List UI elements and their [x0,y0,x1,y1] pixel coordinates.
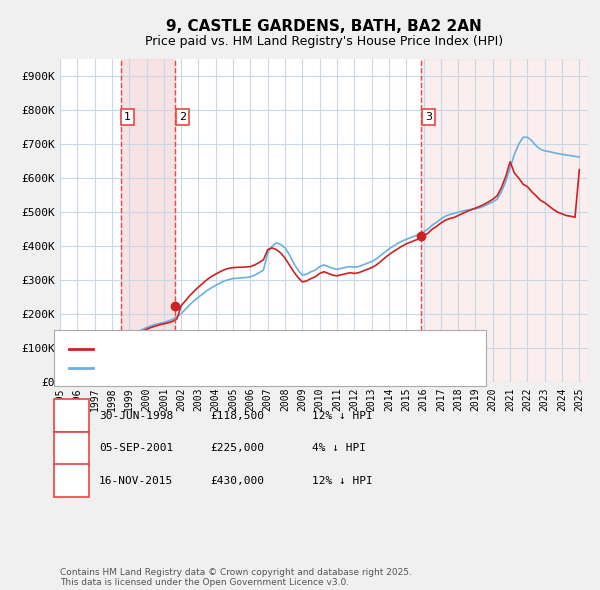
Text: Contains HM Land Registry data © Crown copyright and database right 2025.
This d: Contains HM Land Registry data © Crown c… [60,568,412,587]
Text: 30-JUN-1998: 30-JUN-1998 [99,411,173,421]
Text: 05-SEP-2001: 05-SEP-2001 [99,444,173,453]
Text: Price paid vs. HM Land Registry's House Price Index (HPI): Price paid vs. HM Land Registry's House … [145,35,503,48]
Text: £225,000: £225,000 [210,444,264,453]
Text: 12% ↓ HPI: 12% ↓ HPI [312,476,373,486]
Bar [421,59,588,382]
Text: 9, CASTLE GARDENS, BATH, BA2 2AN (detached house): 9, CASTLE GARDENS, BATH, BA2 2AN (detach… [97,344,386,353]
Text: £430,000: £430,000 [210,476,264,486]
Text: 16-NOV-2015: 16-NOV-2015 [99,476,173,486]
Text: 9, CASTLE GARDENS, BATH, BA2 2AN: 9, CASTLE GARDENS, BATH, BA2 2AN [166,19,482,34]
Bar [121,59,175,382]
Text: 12% ↓ HPI: 12% ↓ HPI [312,411,373,421]
Text: 1: 1 [68,411,75,421]
Text: 2: 2 [179,112,186,122]
Text: 3: 3 [68,476,75,486]
Text: 4% ↓ HPI: 4% ↓ HPI [312,444,366,453]
Text: £118,500: £118,500 [210,411,264,421]
Text: 2: 2 [68,444,75,453]
Text: HPI: Average price, detached house, Bath and North East Somerset: HPI: Average price, detached house, Bath… [97,363,449,373]
Text: 3: 3 [425,112,432,122]
Text: 1: 1 [124,112,131,122]
